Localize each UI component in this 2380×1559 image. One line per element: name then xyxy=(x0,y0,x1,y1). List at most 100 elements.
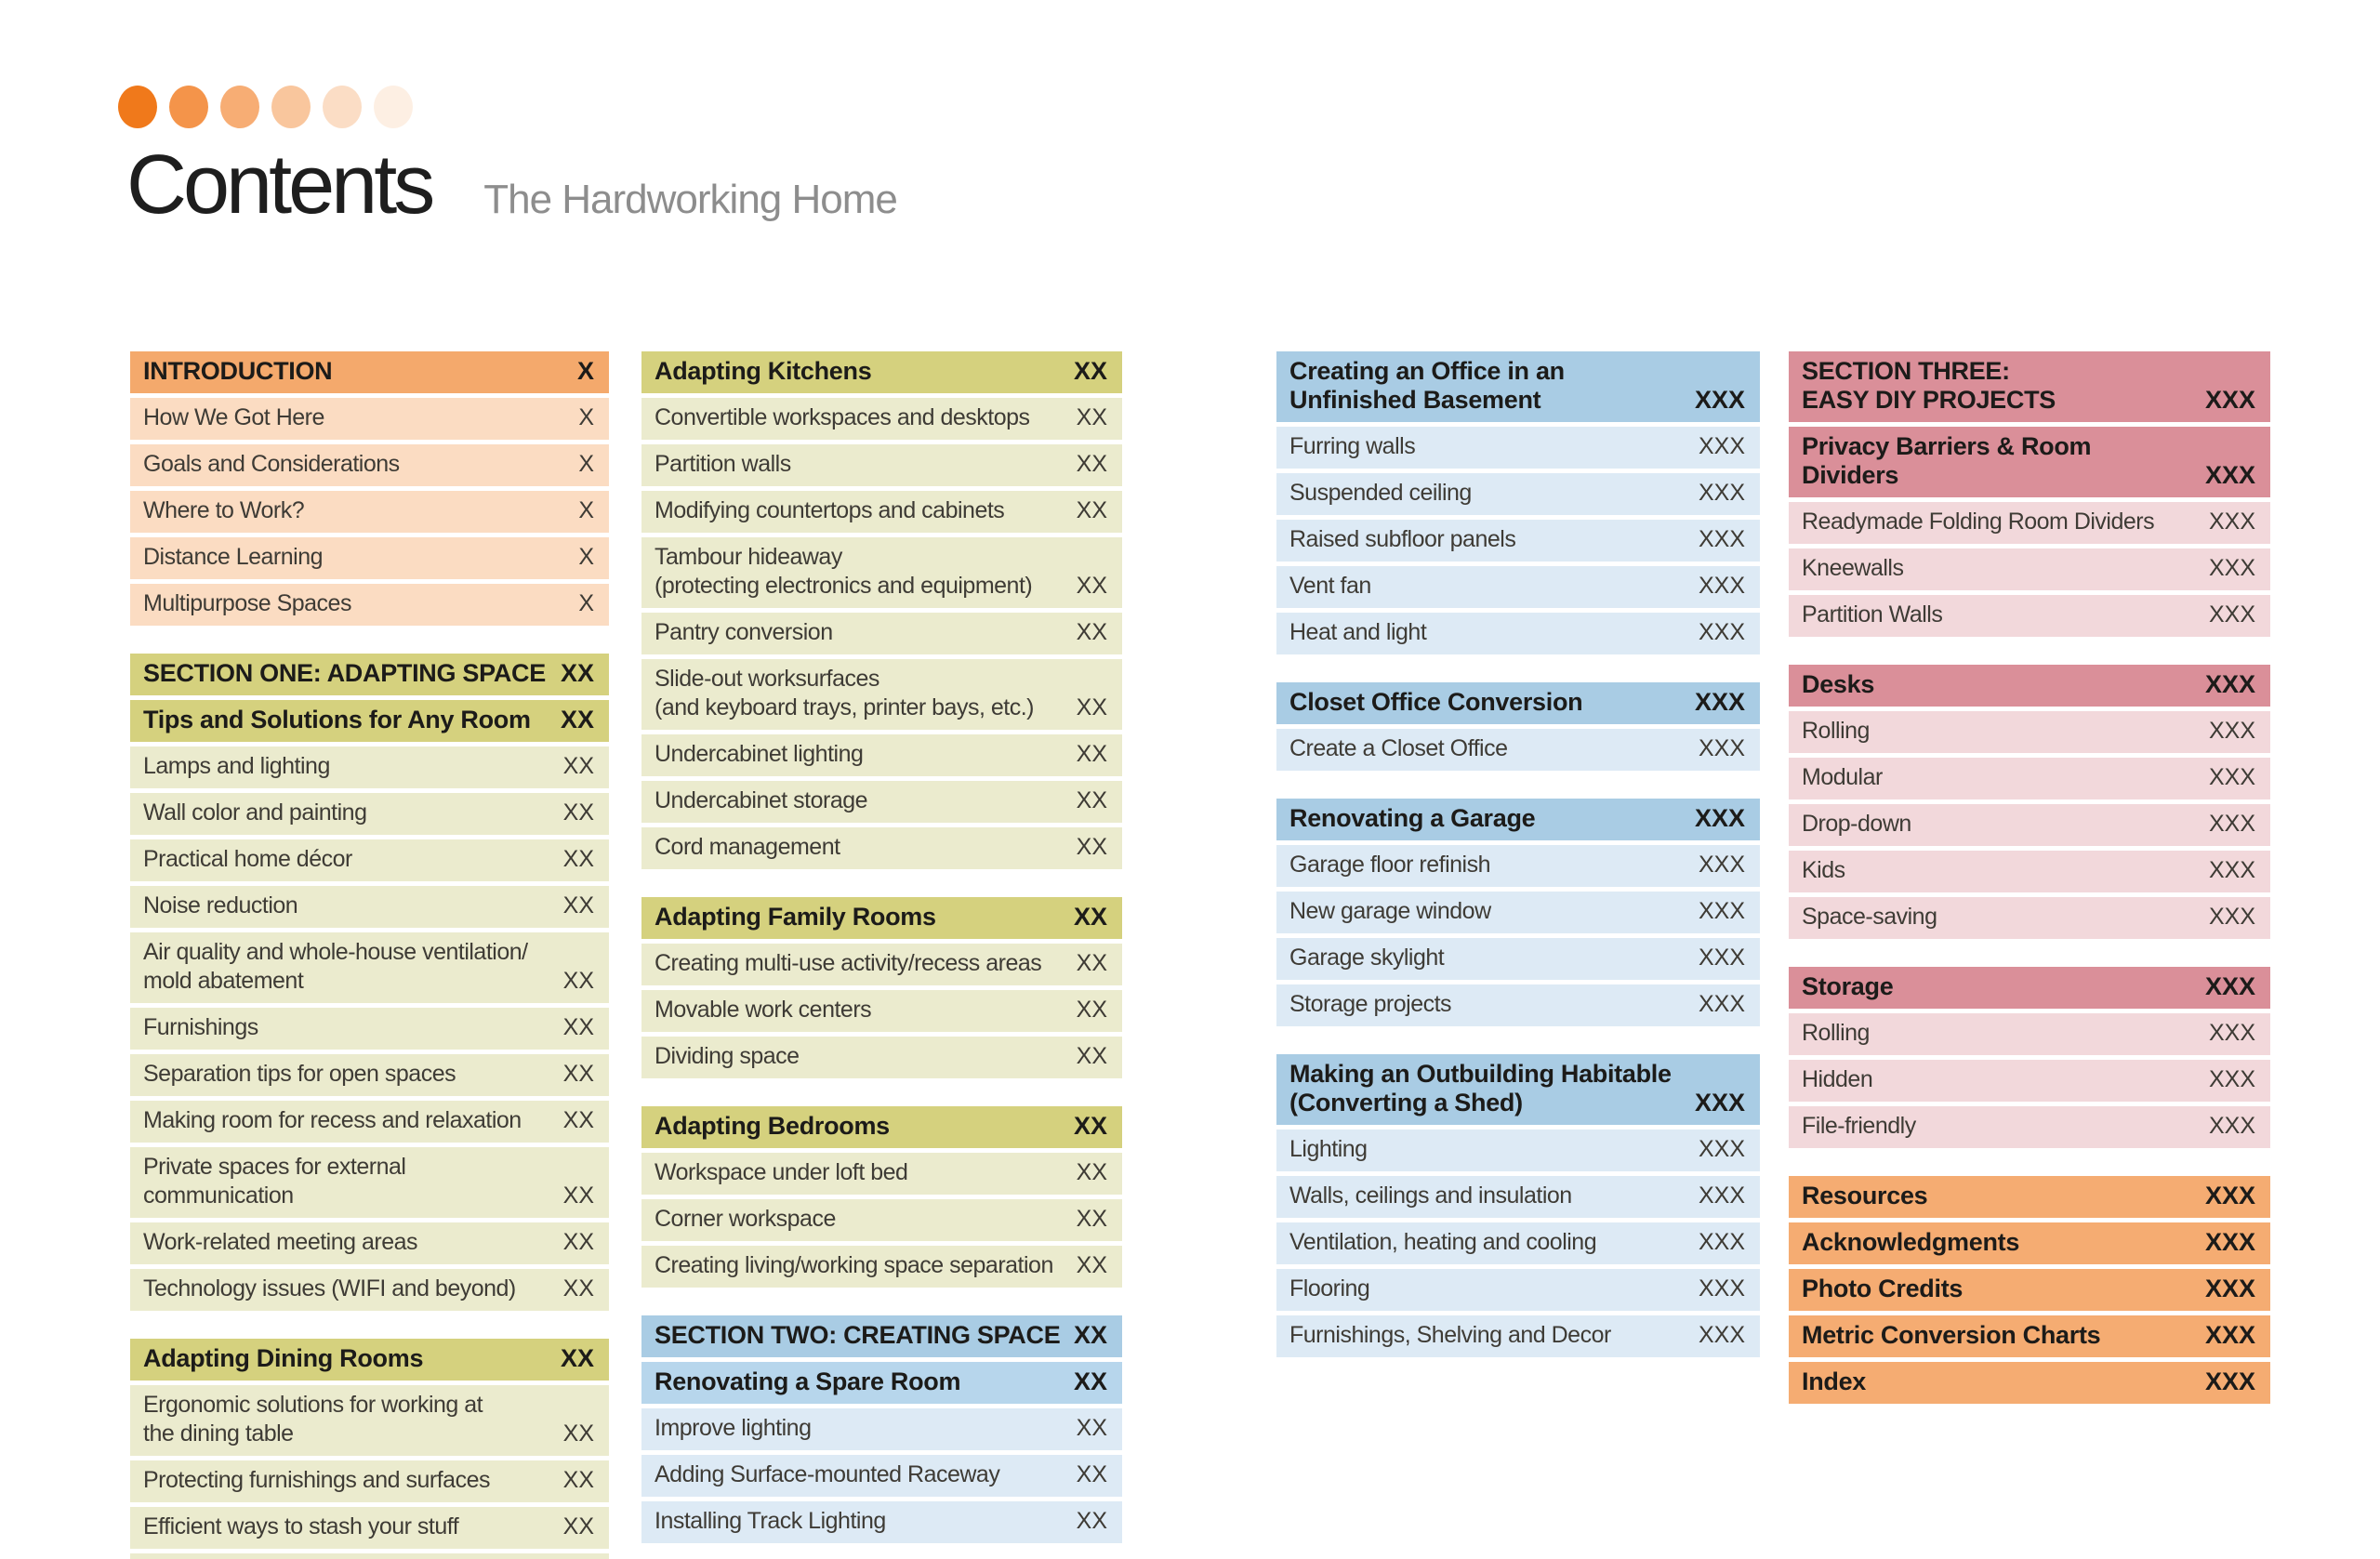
toc-entry: Undercabinet storage XX xyxy=(641,781,1122,823)
entry-label: How We Got Here xyxy=(143,404,324,430)
toc-entry: Walls, ceilings and insulation XXX xyxy=(1276,1176,1760,1218)
entry-label: Tips and Solutions for Any Room xyxy=(143,706,531,733)
entry-page-number: XXX xyxy=(1698,991,1745,1017)
toc-entry: Suspended ceiling XXX xyxy=(1276,473,1760,515)
toc-entry: Creating multi-use activity/recess areas… xyxy=(641,944,1122,985)
toc-group: Closet Office Conversion XXX Create a Clos… xyxy=(1276,682,1760,771)
toc-entry: Storage projects XXX xyxy=(1276,984,1760,1026)
toc-column-1: INTRODUCTION X How We Got Here X Goals and C… xyxy=(130,351,609,1559)
entry-page-number: XX xyxy=(1076,404,1107,430)
entry-page-number: XX xyxy=(560,659,594,687)
entry-label: Vent fan xyxy=(1289,573,1371,599)
entry-label: Separation tips for open spaces xyxy=(143,1061,456,1087)
entry-page-number: XXX xyxy=(1694,688,1745,716)
entry-page-number: XXX xyxy=(2208,904,2255,930)
toc-group: Resources XXX Acknowledgments XXX Photo Cred… xyxy=(1789,1176,2270,1404)
toc-entry: Slide-out worksurfaces (and keyboard tra… xyxy=(641,659,1122,730)
entry-label: SECTION THREE: EASY DIY PROJECTS xyxy=(1802,357,2056,414)
entry-page-number: XX xyxy=(562,1061,594,1087)
toc-entry: Lamps and lighting XX xyxy=(130,746,609,788)
toc-section-header: SECTION THREE: EASY DIY PROJECTS XXX xyxy=(1789,351,2270,422)
entry-page-number: XXX xyxy=(1694,804,1745,832)
entry-label: Flooring xyxy=(1289,1275,1370,1301)
toc-section-header: Storage XXX xyxy=(1789,967,2270,1009)
entry-label: Garage skylight xyxy=(1289,945,1445,971)
entry-page-number: XXX xyxy=(2208,764,2255,790)
toc-entry: Creating living/working space separation… xyxy=(641,1246,1122,1288)
entry-label: Ventilation, heating and cooling xyxy=(1289,1229,1597,1255)
entry-label: Partition walls xyxy=(654,451,791,477)
entry-label: Furnishings xyxy=(143,1014,258,1040)
toc-entry: Space-saving XXX xyxy=(1789,897,2270,939)
toc-group: SECTION ONE: ADAPTING SPACE XX Tips and So… xyxy=(130,654,609,1311)
entry-page-number: XXX xyxy=(1698,735,1745,761)
entry-label: Kids xyxy=(1802,857,1845,883)
entry-label: Efficient ways to stash your stuff xyxy=(143,1513,459,1539)
entry-label: Slide-out worksurfaces (and keyboard tra… xyxy=(654,666,1034,720)
toc-group: Desks XXX Rolling XXX Modular XXX Drop-down XXX… xyxy=(1789,665,2270,939)
dot-icon xyxy=(271,86,311,128)
toc-entry: Pantry conversion XX xyxy=(641,613,1122,654)
entry-page-number: XXX xyxy=(2204,1321,2255,1349)
toc-section-header: Tips and Solutions for Any Room XX xyxy=(130,700,609,742)
toc-entry: How We Got Here X xyxy=(130,398,609,440)
toc-entry: Cord management XX xyxy=(641,827,1122,869)
entry-page-number: XXX xyxy=(2208,811,2255,837)
entry-page-number: XX xyxy=(562,1513,594,1539)
dot-icon xyxy=(220,86,259,128)
toc-entry: Partition walls XX xyxy=(641,444,1122,486)
toc-group: SECTION THREE: EASY DIY PROJECTS XXX Priva… xyxy=(1789,351,2270,637)
toc-section-header: Renovating a Spare Room XX xyxy=(641,1362,1122,1404)
entry-page-number: XX xyxy=(1076,997,1107,1023)
entry-page-number: XX xyxy=(1076,573,1107,599)
entry-page-number: XX xyxy=(1076,1043,1107,1069)
entry-page-number: XX xyxy=(1076,787,1107,813)
entry-page-number: XX xyxy=(1076,451,1107,477)
entry-page-number: XXX xyxy=(1698,1322,1745,1348)
entry-page-number: X xyxy=(578,404,594,430)
entry-label: Resources xyxy=(1802,1182,1928,1209)
entry-page-number: XX xyxy=(1073,903,1107,931)
toc-entry: Garage floor refinish XXX xyxy=(1276,845,1760,887)
entry-page-number: XXX xyxy=(2208,718,2255,744)
toc-entry: Tambour hideaway (protecting electronics… xyxy=(641,537,1122,608)
toc-entry: Working togetherXX xyxy=(130,1553,609,1559)
entry-page-number: XX xyxy=(562,1467,594,1493)
entry-label: Privacy Barriers & Room Dividers xyxy=(1802,432,2092,489)
toc-group: SECTION TWO: CREATING SPACE XX Renovating … xyxy=(641,1315,1122,1543)
entry-page-number: X xyxy=(578,497,594,523)
toc-entry: Modular XXX xyxy=(1789,758,2270,799)
toc-column-2: Adapting Kitchens XX Convertible workspace… xyxy=(641,351,1122,1543)
entry-page-number: XXX xyxy=(1698,526,1745,552)
entry-page-number: XXX xyxy=(2204,1182,2255,1209)
toc-section-header: Adapting Bedrooms XX xyxy=(641,1106,1122,1148)
entry-label: INTRODUCTION xyxy=(143,357,333,385)
toc-section-header: SECTION TWO: CREATING SPACE XX xyxy=(641,1315,1122,1357)
entry-label: Heat and light xyxy=(1289,619,1427,645)
entry-label: Goals and Considerations xyxy=(143,451,400,477)
entry-label: Wall color and painting xyxy=(143,799,367,826)
toc-entry: Undercabinet lighting XX xyxy=(641,734,1122,776)
entry-label: Walls, ceilings and insulation xyxy=(1289,1182,1572,1209)
entry-page-number: XX xyxy=(1073,1367,1107,1395)
entry-label: Suspended ceiling xyxy=(1289,480,1472,506)
page-title: Contents xyxy=(126,139,435,231)
toc-entry: Dividing space XX xyxy=(641,1037,1122,1078)
entry-page-number: XX xyxy=(1073,357,1107,385)
entry-page-number: XXX xyxy=(1698,480,1745,506)
toc-entry: Efficient ways to stash your stuff XX xyxy=(130,1507,609,1549)
entry-page-number: XX xyxy=(562,892,594,918)
entry-page-number: XXX xyxy=(2204,461,2255,489)
entry-page-number: X xyxy=(578,544,594,570)
entry-page-number: XXX xyxy=(2204,1228,2255,1256)
dot-icon xyxy=(323,86,362,128)
entry-label: Workspace under loft bed xyxy=(654,1159,908,1185)
entry-label: Adapting Kitchens xyxy=(654,357,872,385)
toc-entry: Ergonomic solutions for working at the d… xyxy=(130,1385,609,1456)
toc-entry: Goals and Considerations X xyxy=(130,444,609,486)
entry-label: Photo Credits xyxy=(1802,1275,1964,1302)
entry-page-number: XXX xyxy=(2208,555,2255,581)
toc-entry: File-friendly XXX xyxy=(1789,1106,2270,1148)
entry-label: Hidden xyxy=(1802,1066,1873,1092)
entry-page-number: XX xyxy=(1076,619,1107,645)
